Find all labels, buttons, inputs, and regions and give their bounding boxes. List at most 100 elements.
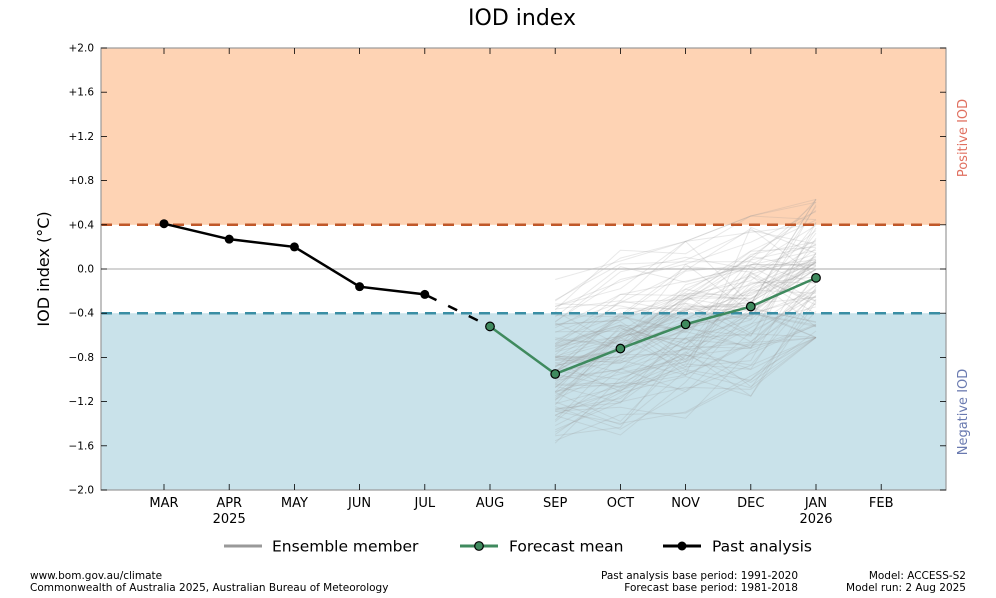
ensemble-member-line xyxy=(555,215,817,310)
ensemble-member-line xyxy=(555,337,817,424)
ensemble-member-line xyxy=(554,288,817,397)
ensemble-member-line xyxy=(555,337,817,376)
ensemble-member-line xyxy=(554,264,817,346)
y-tick-label: −1.6 xyxy=(69,440,95,452)
footer-model-info: Model: ACCESS-S2 Model run: 2 Aug 2025 xyxy=(800,570,966,594)
ensemble-member-line xyxy=(555,310,817,374)
legend-past-label: Past analysis xyxy=(712,538,812,556)
ensemble-member-line xyxy=(554,252,817,435)
ensemble-member-line xyxy=(555,199,817,341)
ensemble-member-line xyxy=(555,206,817,364)
x-tick-label: FEB xyxy=(869,496,894,511)
legend-forecast-marker xyxy=(474,541,484,551)
y-tick-label: −1.2 xyxy=(69,396,95,408)
legend: Ensemble member Forecast mean Past analysi… xyxy=(224,538,812,556)
x-year-label: 2026 xyxy=(799,512,832,527)
ensemble-member-line xyxy=(555,272,817,381)
ensemble-member-line xyxy=(555,204,817,333)
ensemble-member-line xyxy=(554,337,817,444)
ensemble-member-line xyxy=(555,260,817,371)
ensemble-member-line xyxy=(555,259,817,405)
x-tick-label: APR xyxy=(216,496,242,511)
ensemble-member-line xyxy=(554,255,817,368)
footer-copyright: Commonwealth of Australia 2025, Australi… xyxy=(30,582,389,594)
x-tick-label: NOV xyxy=(671,496,700,511)
y-tick-label: −2.0 xyxy=(69,485,95,497)
positive-iod-label: Positive IOD xyxy=(956,99,971,177)
ensemble-member-line xyxy=(554,264,817,318)
ensemble-member-line xyxy=(554,255,817,381)
ensemble-member-line xyxy=(554,296,817,384)
footer-model-run: Model run: 2 Aug 2025 xyxy=(846,582,966,594)
ensemble-member-line xyxy=(554,259,817,353)
x-tick-label: OCT xyxy=(607,496,634,511)
ensemble-member-line xyxy=(555,246,817,347)
ensemble-member-line xyxy=(555,271,817,363)
negative-iod-label: Negative IOD xyxy=(956,369,971,456)
ensemble-member-line xyxy=(554,272,817,393)
forecast-mean-point xyxy=(550,369,561,379)
footer-left: www.bom.gov.au/climate Commonwealth of A… xyxy=(30,570,388,594)
ensemble-member-line xyxy=(555,229,817,308)
ensemble-member-line xyxy=(554,337,817,422)
ensemble-member-line xyxy=(555,289,817,357)
ensemble-member-line xyxy=(555,298,817,426)
past-analysis-line xyxy=(163,222,425,296)
legend-past-marker xyxy=(677,541,687,551)
ensemble-member-line xyxy=(555,249,817,318)
y-tick-label: −0.4 xyxy=(69,308,95,320)
ensemble-member-line xyxy=(555,230,817,353)
ensemble-member-line xyxy=(554,308,817,421)
ensemble-member-line xyxy=(554,211,817,322)
legend-ensemble-label: Ensemble member xyxy=(272,538,419,556)
ensemble-member-line xyxy=(555,219,817,333)
forecast-mean-point xyxy=(615,343,626,354)
ensemble-member-line xyxy=(555,201,817,325)
x-tick-label: AUG xyxy=(476,496,504,511)
ensemble-member-line xyxy=(555,284,817,379)
threshold-layer xyxy=(101,223,946,315)
forecast-mean-point xyxy=(485,321,495,332)
ensemble-member-line xyxy=(555,324,817,430)
region-layer xyxy=(101,48,946,490)
past-analysis-point xyxy=(420,289,430,299)
ensemble-member-line xyxy=(555,337,817,431)
ensemble-member-line xyxy=(555,224,817,352)
forecast-mean-line xyxy=(489,276,817,376)
ensemble-member-line xyxy=(555,330,817,442)
ensemble-member-line xyxy=(554,243,817,350)
ensemble-member-line xyxy=(554,294,817,398)
past-analysis-point xyxy=(159,219,169,229)
ensemble-member-line xyxy=(554,227,817,373)
series-layer xyxy=(159,219,821,379)
x-tick-label: JUN xyxy=(347,496,371,511)
footer-url: www.bom.gov.au/climate xyxy=(30,570,163,582)
y-tick-label: −0.8 xyxy=(69,352,95,364)
ensemble-member-line xyxy=(555,253,817,388)
y-axis-label: IOD index (°C) xyxy=(34,211,53,326)
x-tick-label: DEC xyxy=(737,496,764,511)
y-tick-label: 0.0 xyxy=(77,264,94,276)
ensemble-member-line xyxy=(554,262,817,401)
x-year-label: 2025 xyxy=(213,512,246,527)
ensemble-member-line xyxy=(555,222,817,361)
ensemble-member-line xyxy=(555,276,817,385)
ensemble-member-line xyxy=(555,324,817,419)
ensemble-member-line xyxy=(555,291,817,368)
ensemble-member-line xyxy=(554,313,817,372)
ensemble-member-line xyxy=(555,253,817,375)
ensemble-member-line xyxy=(555,247,817,325)
ensemble-member-line xyxy=(554,337,817,433)
ensemble-member-line xyxy=(554,244,817,393)
footer-base-periods: Past analysis base period: 1991-2020 For… xyxy=(520,570,798,594)
y-tick-label: +0.4 xyxy=(69,219,95,231)
ensemble-member-line xyxy=(555,258,817,360)
x-tick-label: MAY xyxy=(281,496,308,511)
ensemble-member-line xyxy=(555,303,817,387)
chart-title: IOD index xyxy=(468,6,576,31)
x-tick-label: MAR xyxy=(149,496,178,511)
ensemble-member-line xyxy=(554,256,817,323)
ensemble-member-line xyxy=(555,301,817,411)
y-tick-label: +1.6 xyxy=(69,87,95,99)
